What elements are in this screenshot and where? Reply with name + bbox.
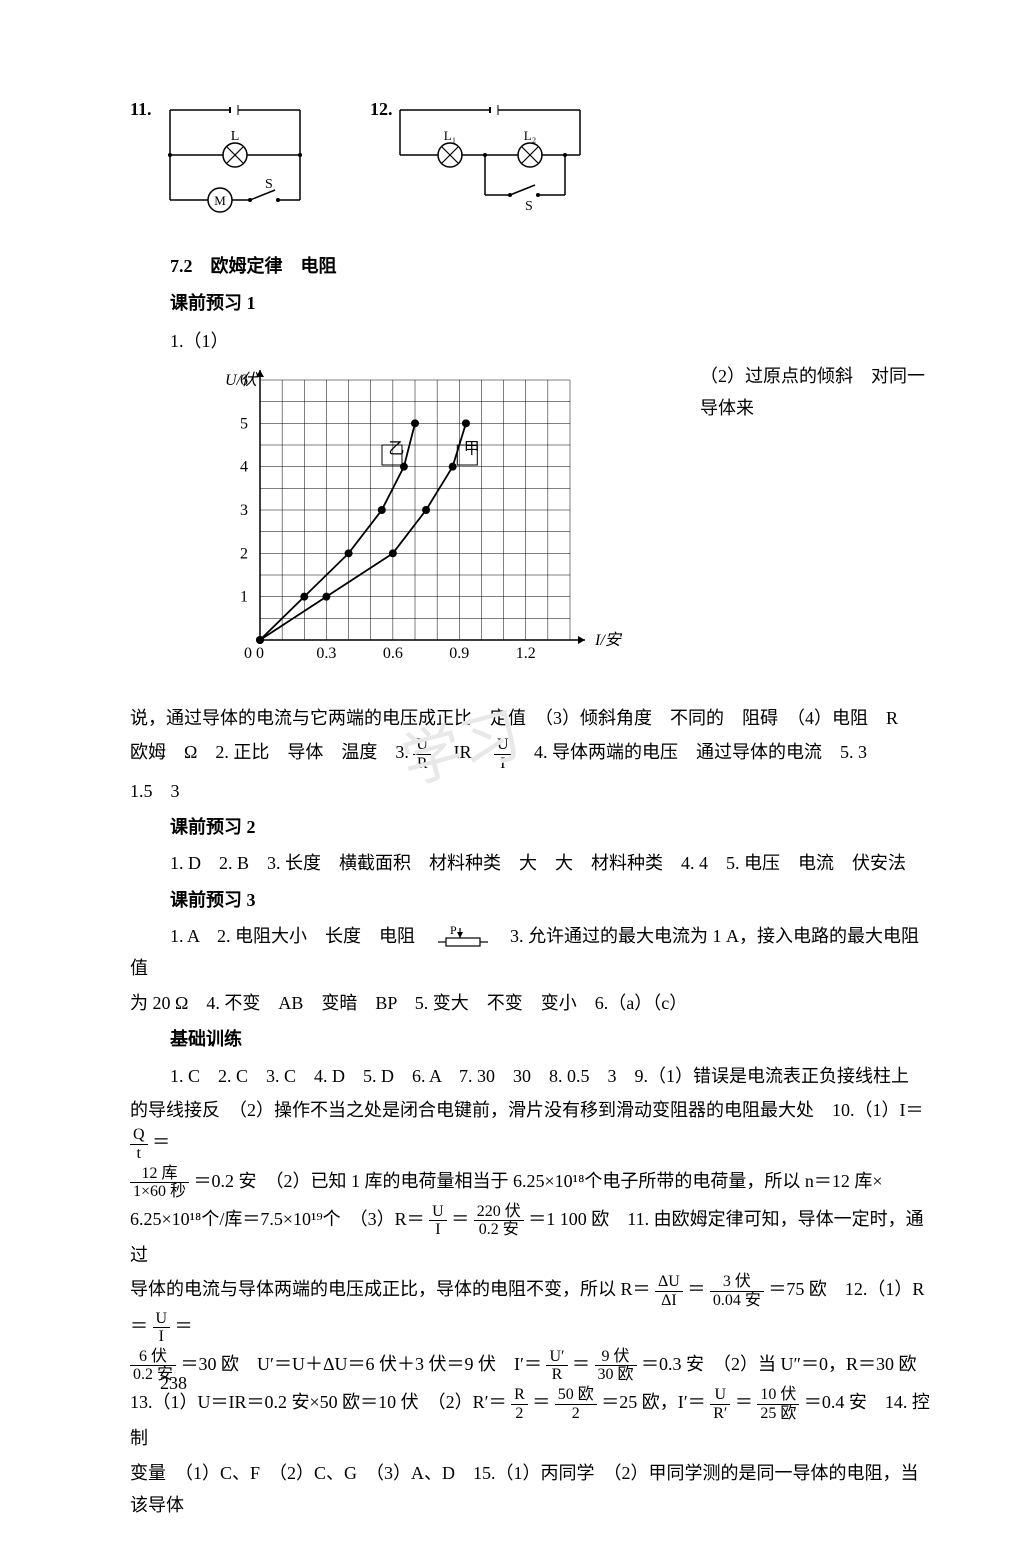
basic-l6: 6 伏0.2 安 ＝30 欧 U′＝U＋ΔU＝6 伏＋3 伏＝9 伏 I′＝ U…	[130, 1348, 934, 1384]
svg-text:0: 0	[256, 645, 264, 662]
b7d: ＝	[735, 1392, 753, 1412]
ohm-b: IR	[435, 743, 489, 763]
b6c: ＝0.3 安 （2）当 U″＝0，R＝30 欧	[641, 1354, 917, 1374]
pv3-line2: 为 20 Ω 4. 不变 AB 变暗 BP 5. 变大 不变 变小 6.（a）（…	[130, 987, 934, 1019]
frac-u-i2: UI	[429, 1203, 447, 1239]
svg-text:S: S	[265, 177, 273, 192]
frac-du-di: ΔUΔI	[655, 1273, 683, 1309]
circuit-11: 11. M S	[130, 100, 330, 230]
preview-2-title: 课前预习 2	[170, 811, 934, 843]
b7b: ＝	[532, 1392, 550, 1412]
frac-u-rp: UR′	[710, 1386, 730, 1422]
frac-q-t: Qt	[130, 1126, 148, 1162]
eq1: ＝	[152, 1133, 170, 1153]
svg-text:U/伏: U/伏	[225, 371, 259, 389]
line-shuo: 说，通过导体的电流与它两端的电压成正比 定值 （3）倾斜角度 不同的 阻碍 （4…	[130, 702, 934, 734]
b5b: ＝	[687, 1280, 705, 1300]
b7c: ＝25 欧，I′＝	[601, 1392, 705, 1412]
ui-chart: 00.30.60.91.21234560I/安U/伏乙甲	[210, 370, 650, 690]
basic-l2: 的导线接反 （2）操作不当之处是闭合电键前，滑片没有移到滑动变阻器的电阻最大处 …	[130, 1094, 934, 1163]
b5d: ＝	[175, 1316, 193, 1336]
svg-text:4: 4	[240, 458, 248, 475]
b4b: ＝	[451, 1209, 469, 1229]
section-7-2-title: 7.2 欧姆定律 电阻	[170, 250, 934, 282]
b2a: 的导线接反 （2）操作不当之处是闭合电键前，滑片没有移到滑动变阻器的电阻最大处 …	[130, 1100, 924, 1120]
svg-text:0.3: 0.3	[316, 645, 336, 662]
frac-3-004: 3 伏0.04 安	[710, 1273, 764, 1309]
svg-text:M: M	[214, 193, 226, 208]
basic-l4: 6.25×10¹⁸个/库＝7.5×10¹⁹个 （3）R＝ UI ＝ 220 伏0…	[130, 1203, 934, 1272]
q1-2-text: （2）过原点的倾斜 对同一导体来	[700, 366, 925, 418]
circuit-row: 11. M S	[130, 100, 934, 230]
svg-text:P: P	[450, 926, 457, 937]
basic-l5: 导体的电流与导体两端的电压成正比，导体的电阻不变，所以 R＝ ΔUΔI ＝ 3 …	[130, 1273, 934, 1345]
svg-text:L₂: L₂	[524, 128, 536, 143]
svg-text:0.6: 0.6	[383, 645, 403, 662]
b6a: ＝30 欧 U′＝U＋ΔU＝6 伏＋3 伏＝9 伏 I′＝	[181, 1354, 542, 1374]
b3a: ＝0.2 安 （2）已知 1 库的电荷量相当于 6.25×10¹⁸个电子所带的电…	[194, 1171, 883, 1191]
pv3-l1a: 1. A 2. 电阻大小 长度 电阻	[170, 926, 433, 946]
svg-text:1: 1	[240, 588, 248, 605]
frac-12-60: 12 库1×60 秒	[130, 1165, 189, 1201]
frac-r-2: R2	[511, 1386, 528, 1422]
frac-9-30: 9 伏30 欧	[595, 1348, 637, 1384]
preview-3-title: 课前预习 3	[170, 884, 934, 916]
q1-row: 1.（1）	[130, 323, 934, 359]
basic-title: 基础训练	[170, 1023, 934, 1055]
frac-10-25: 10 伏25 欧	[757, 1386, 799, 1422]
b4a: 6.25×10¹⁸个/库＝7.5×10¹⁹个 （3）R＝	[130, 1209, 425, 1229]
q1-1-label: 1.（1）	[170, 331, 229, 351]
page-number: 238	[160, 1373, 187, 1394]
b5a: 导体的电流与导体两端的电压成正比，导体的电阻不变，所以 R＝	[130, 1280, 651, 1300]
page-content: 11. M S	[0, 0, 1024, 1563]
preview-1-title: 课前预习 1	[170, 287, 934, 319]
frac-u-i3: UI	[153, 1310, 171, 1346]
frac-50-2: 50 欧2	[555, 1386, 597, 1422]
svg-text:L: L	[231, 129, 240, 144]
circuit-12: 12. L₁ L₂	[370, 100, 600, 230]
line-ohm: 欧姆 Ω 2. 正比 导体 温度 3. UR IR UI 4. 导体两端的电压 …	[130, 736, 934, 772]
svg-text:5: 5	[240, 415, 248, 432]
frac-u-i: UI	[494, 736, 512, 772]
frac-up-r: U′R	[546, 1348, 567, 1384]
pv3-line1: 1. A 2. 电阻大小 长度 电阻 P 3. 允许通过的最大电流为 1 A，接…	[130, 920, 934, 985]
basic-l3: 12 库1×60 秒 ＝0.2 安 （2）已知 1 库的电荷量相当于 6.25×…	[130, 1165, 934, 1201]
ohm-a: 欧姆 Ω 2. 正比 导体 温度 3.	[130, 743, 413, 763]
svg-text:L₁: L₁	[444, 128, 456, 143]
svg-text:S: S	[525, 199, 533, 214]
svg-text:0: 0	[244, 645, 252, 662]
line-15-3: 1.5 3	[130, 775, 934, 807]
b6b: ＝	[572, 1354, 590, 1374]
svg-text:1.2: 1.2	[516, 645, 536, 662]
svg-text:I/安: I/安	[594, 631, 623, 649]
rheostat-icon: P	[438, 926, 488, 950]
q11-label: 11.	[130, 100, 152, 119]
frac-u-r: UR	[413, 736, 431, 772]
frac-220-02: 220 伏0.2 安	[474, 1203, 524, 1239]
ohm-c: 4. 导体两端的电压 通过导体的电流 5. 3	[516, 743, 867, 763]
basic-l1: 1. C 2. C 3. C 4. D 5. D 6. A 7. 30 30 8…	[130, 1060, 934, 1092]
svg-text:0.9: 0.9	[449, 645, 469, 662]
q12-label: 12.	[370, 100, 393, 119]
b7a: 13.（1）U＝IR＝0.2 安×50 欧＝10 伏 （2）R′＝	[130, 1392, 507, 1412]
svg-text:2: 2	[240, 545, 248, 562]
basic-l8: 变量 （1）C、F （2）C、G （3）A、D 15.（1）丙同学 （2）甲同学…	[130, 1457, 934, 1522]
basic-l7: 13.（1）U＝IR＝0.2 安×50 欧＝10 伏 （2）R′＝ R2 ＝ 5…	[130, 1386, 934, 1455]
svg-text:3: 3	[240, 502, 248, 519]
pv2-line1: 1. D 2. B 3. 长度 横截面积 材料种类 大 大 材料种类 4. 4 …	[130, 847, 934, 879]
